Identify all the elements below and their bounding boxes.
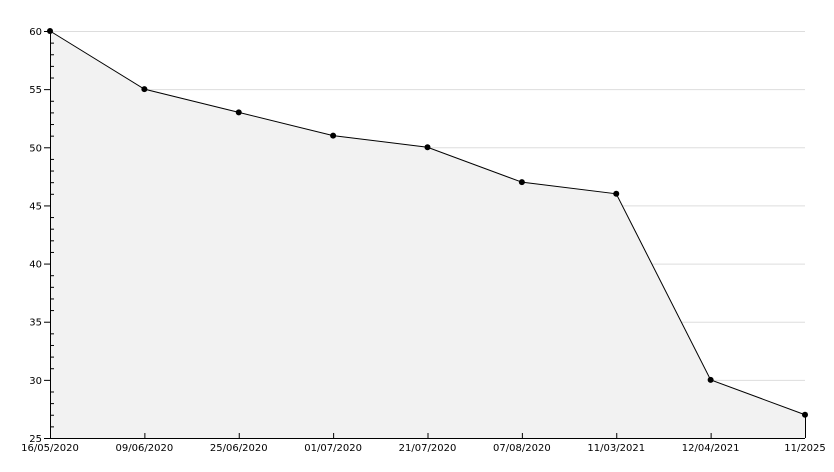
- x-tick-label: 25/06/2020: [210, 443, 268, 454]
- data-point: [47, 28, 53, 34]
- y-tick-label: 40: [29, 260, 42, 271]
- x-tick-label: 12/04/2021: [682, 443, 740, 454]
- x-tick-label: 11/2025: [784, 443, 826, 454]
- x-tick-label: 09/06/2020: [116, 443, 174, 454]
- data-point: [330, 132, 337, 139]
- y-tick-label: 30: [29, 376, 42, 387]
- data-point: [613, 190, 620, 197]
- y-tick-label: 25: [29, 434, 42, 445]
- y-tick-label: 50: [29, 143, 42, 154]
- x-tick-label: 07/08/2020: [493, 443, 551, 454]
- data-point: [707, 376, 714, 383]
- x-tick-label: 01/07/2020: [304, 443, 362, 454]
- data-point: [424, 144, 431, 151]
- x-tick-label: 21/07/2020: [399, 443, 457, 454]
- data-point: [141, 86, 148, 93]
- y-tick-label: 35: [29, 318, 42, 329]
- data-point: [235, 109, 242, 116]
- y-tick-label: 55: [29, 85, 42, 96]
- area-fill: [50, 31, 805, 438]
- y-tick-label: 60: [29, 27, 42, 38]
- x-tick-label: 16/05/2020: [21, 443, 79, 454]
- y-tick-label: 45: [29, 201, 42, 212]
- data-point: [518, 179, 525, 186]
- x-tick-label: 11/03/2021: [587, 443, 645, 454]
- data-point: [802, 411, 808, 418]
